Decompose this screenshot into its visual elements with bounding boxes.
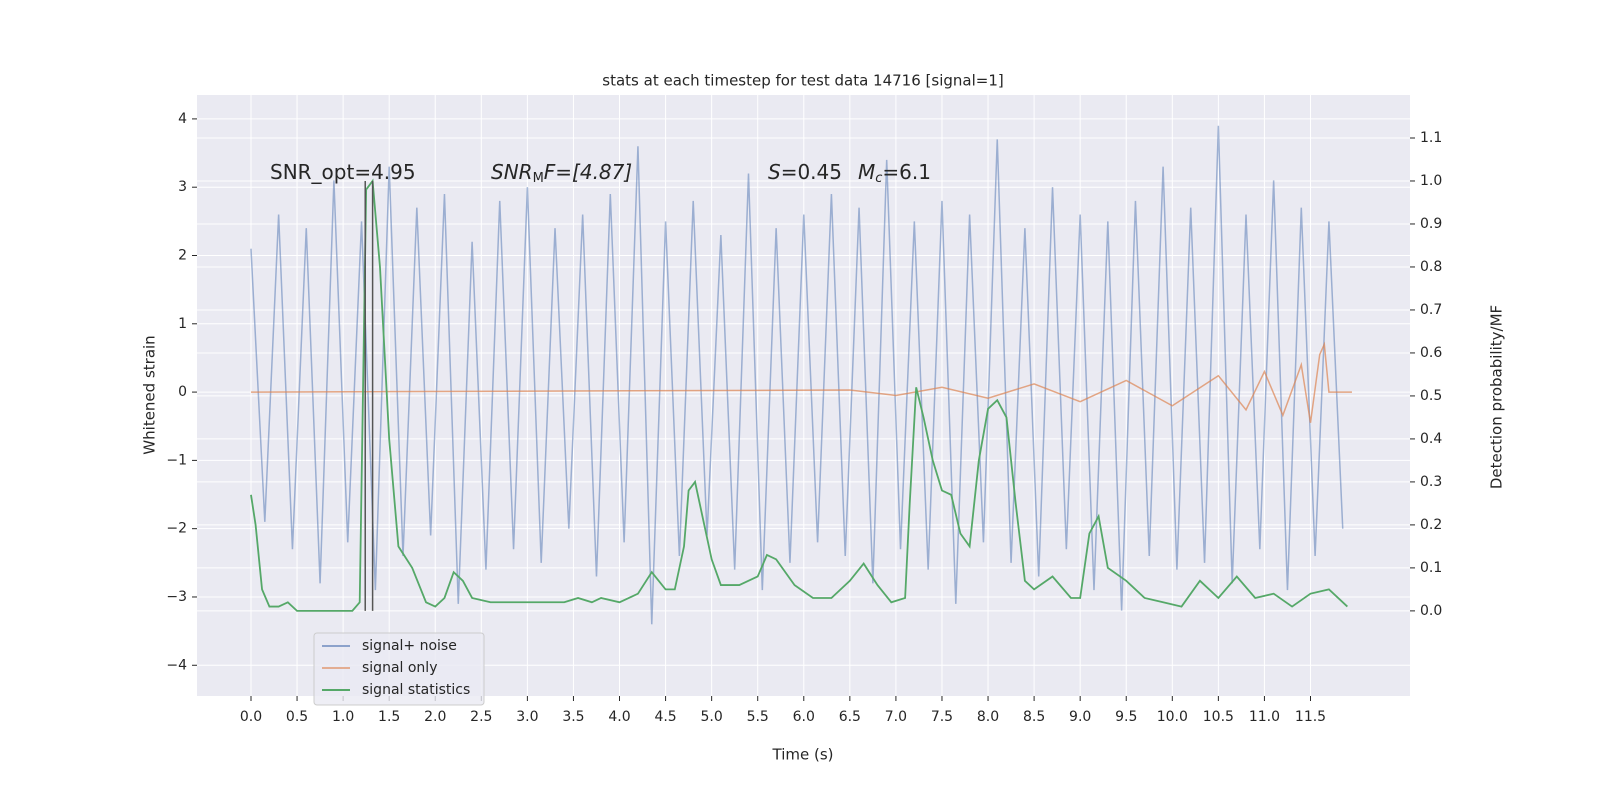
y2-tick-label: 0.1 bbox=[1420, 560, 1442, 576]
annotation-part: F=[4.87] bbox=[544, 160, 632, 184]
chart-title: stats at each timestep for test data 147… bbox=[602, 72, 1003, 90]
x-tick-label: 9.5 bbox=[1115, 709, 1137, 725]
annotation-part: S bbox=[768, 160, 781, 184]
y-tick-label: 2 bbox=[178, 247, 187, 263]
x-tick-label: 4.0 bbox=[608, 709, 630, 725]
y-tick-label: −4 bbox=[166, 657, 187, 673]
y-tick-label: −3 bbox=[166, 589, 187, 605]
legend-label: signal+ noise bbox=[362, 638, 457, 654]
y2-tick-label: 1.1 bbox=[1420, 130, 1442, 146]
y-tick-label: 0 bbox=[178, 384, 187, 400]
y2-tick-label: 1.0 bbox=[1420, 173, 1442, 189]
y-axis-label: Whitened strain bbox=[141, 335, 159, 454]
y-tick-label: −2 bbox=[166, 521, 187, 537]
x-tick-label: 6.5 bbox=[839, 709, 861, 725]
series-line bbox=[250, 125, 1344, 625]
x-tick-label: 10.0 bbox=[1157, 709, 1188, 725]
x-axis-label: Time (s) bbox=[772, 746, 834, 764]
y-tick-label: 3 bbox=[178, 179, 187, 195]
x-tick-label: 0.5 bbox=[286, 709, 308, 725]
annotation-part: SNR_opt=4.95 bbox=[270, 160, 416, 184]
series-line bbox=[250, 178, 1348, 612]
x-tick-label: 6.0 bbox=[793, 709, 815, 725]
x-tick-label: 11.0 bbox=[1249, 709, 1280, 725]
legend-label: signal statistics bbox=[362, 682, 470, 698]
y2-tick-label: 0.0 bbox=[1420, 603, 1442, 619]
x-tick-label: 2.0 bbox=[424, 709, 446, 725]
annotation-part: M bbox=[858, 160, 875, 184]
annotation-part: SNR bbox=[491, 160, 533, 184]
x-tick-label: 8.0 bbox=[977, 709, 999, 725]
annotation-part: M bbox=[533, 171, 544, 186]
x-tick-label: 10.5 bbox=[1203, 709, 1234, 725]
x-tick-label: 0.0 bbox=[240, 709, 262, 725]
x-tick-label: 2.5 bbox=[470, 709, 492, 725]
annotation: SNR_opt=4.95 bbox=[270, 160, 416, 184]
y2-tick-label: 0.2 bbox=[1420, 517, 1442, 533]
x-tick-label: 7.0 bbox=[885, 709, 907, 725]
y-tick-label: 4 bbox=[178, 111, 187, 127]
annotation-part: =6.1 bbox=[882, 160, 931, 184]
annotation-part: =0.45 bbox=[781, 160, 842, 184]
y2-tick-label: 0.3 bbox=[1420, 474, 1442, 490]
y2-axis-label: Detection probability/MF bbox=[1488, 305, 1506, 489]
annotation: S=0.45 bbox=[768, 160, 842, 184]
legend-label: signal only bbox=[362, 660, 437, 676]
x-tick-label: 3.0 bbox=[516, 709, 538, 725]
x-tick-label: 3.5 bbox=[562, 709, 584, 725]
y2-tick-label: 0.7 bbox=[1420, 302, 1442, 318]
x-tick-label: 5.5 bbox=[747, 709, 769, 725]
x-tick-label: 11.5 bbox=[1295, 709, 1326, 725]
x-tick-label: 4.5 bbox=[654, 709, 676, 725]
annotation: SNRMF=[4.87] bbox=[491, 160, 632, 186]
y2-tick-label: 0.9 bbox=[1420, 216, 1442, 232]
legend bbox=[313, 632, 485, 706]
y2-tick-label: 0.5 bbox=[1420, 388, 1442, 404]
annotation: Mc=6.1 bbox=[858, 160, 931, 186]
x-tick-label: 9.0 bbox=[1069, 709, 1091, 725]
x-tick-label: 8.5 bbox=[1023, 709, 1045, 725]
x-tick-label: 1.0 bbox=[332, 709, 354, 725]
x-tick-label: 5.0 bbox=[701, 709, 723, 725]
series-line bbox=[250, 341, 1352, 423]
y2-tick-label: 0.8 bbox=[1420, 259, 1442, 275]
y-tick-label: −1 bbox=[166, 452, 187, 468]
y2-tick-label: 0.4 bbox=[1420, 431, 1442, 447]
x-tick-label: 7.5 bbox=[931, 709, 953, 725]
x-tick-label: 1.5 bbox=[378, 709, 400, 725]
annotation-part: c bbox=[875, 171, 882, 186]
y2-tick-label: 0.6 bbox=[1420, 345, 1442, 361]
y-tick-label: 1 bbox=[178, 316, 187, 332]
